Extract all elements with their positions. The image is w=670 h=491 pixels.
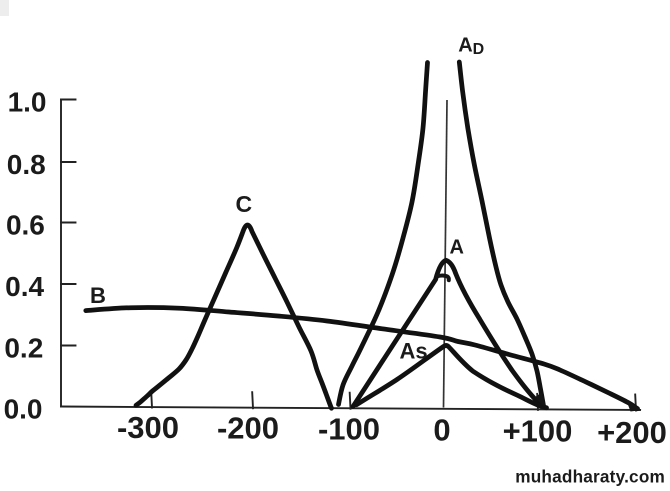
svg-text:A: A: [450, 237, 464, 259]
svg-text:B: B: [90, 283, 106, 308]
svg-text:0.4: 0.4: [5, 271, 44, 302]
svg-text:+200: +200: [597, 415, 667, 450]
svg-text:C: C: [236, 191, 253, 217]
svg-text:+100: +100: [503, 414, 573, 449]
svg-text:As: As: [400, 339, 428, 364]
svg-text:0.6: 0.6: [6, 209, 45, 240]
svg-text:0: 0: [433, 413, 450, 448]
svg-text:-200: -200: [217, 411, 279, 446]
svg-text:0.2: 0.2: [4, 333, 43, 364]
svg-text:D: D: [473, 41, 485, 58]
svg-text:0.0: 0.0: [4, 394, 43, 425]
svg-text:A: A: [458, 35, 472, 57]
svg-text:-100: -100: [318, 412, 380, 447]
svg-text:-300: -300: [117, 410, 179, 445]
svg-text:1.0: 1.0: [8, 87, 47, 118]
svg-text:muhadharaty.com: muhadharaty.com: [515, 467, 665, 487]
svg-text:0.8: 0.8: [7, 149, 46, 180]
